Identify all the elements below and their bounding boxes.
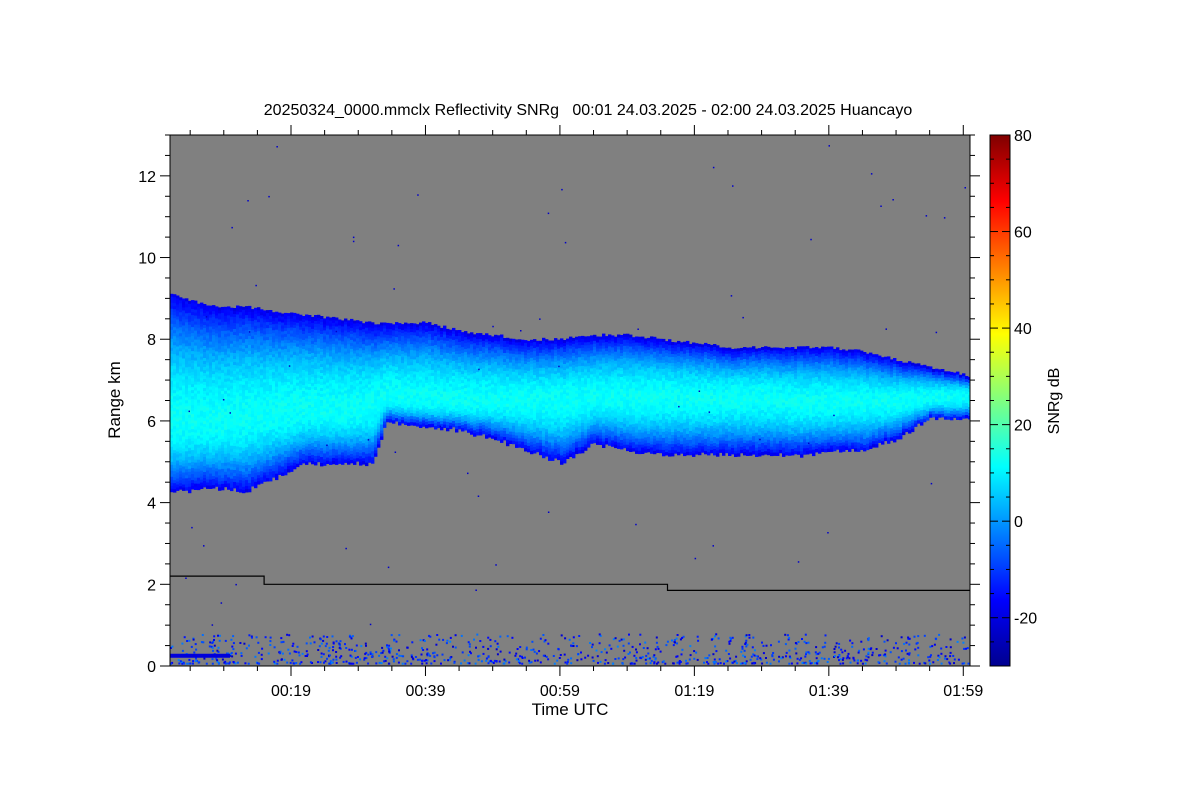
colorbar-ticks: -20 0 20 40 60 80 bbox=[990, 128, 1037, 667]
y-tick-label: 0 bbox=[147, 659, 156, 676]
y-axis-label: Range km bbox=[105, 361, 124, 438]
y-tick-label: 2 bbox=[147, 577, 156, 594]
colorbar-tick-label: 40 bbox=[1014, 321, 1032, 338]
x-tick-label: 01:59 bbox=[943, 683, 983, 700]
y-tick-label: 12 bbox=[138, 169, 156, 186]
x-axis: 00:19 00:39 00:59 01:19 01:39 01:59 bbox=[189, 125, 983, 700]
near-surface-clutter bbox=[170, 633, 970, 665]
chart-title: 20250324_0000.mmclx Reflectivity SNRg 00… bbox=[264, 102, 913, 119]
colorbar-tick-label: 80 bbox=[1014, 128, 1032, 145]
y-tick-label: 4 bbox=[147, 496, 156, 513]
cloud-echo-layer bbox=[170, 293, 970, 494]
y-tick-label: 10 bbox=[138, 251, 156, 268]
boundary-line bbox=[170, 575, 970, 591]
colorbar-tick-label: -20 bbox=[1014, 611, 1037, 628]
colorbar: -20 0 20 40 60 80 SNRg dB bbox=[989, 128, 1063, 667]
y-tick-label: 8 bbox=[147, 332, 156, 349]
y-axis: 0 2 4 6 8 10 12 bbox=[138, 134, 980, 676]
y-tick-label: 6 bbox=[147, 414, 156, 431]
plot-area bbox=[169, 134, 971, 667]
colorbar-label: SNRg dB bbox=[1046, 368, 1063, 435]
x-tick-label: 01:19 bbox=[674, 683, 714, 700]
x-tick-label: 00:19 bbox=[271, 683, 311, 700]
x-tick-label: 00:59 bbox=[540, 683, 580, 700]
x-tick-label: 00:39 bbox=[405, 683, 445, 700]
x-tick-label: 01:39 bbox=[809, 683, 849, 700]
colorbar-tick-label: 0 bbox=[1014, 514, 1023, 531]
surface-echo-band bbox=[170, 653, 230, 658]
colorbar-tick-label: 60 bbox=[1014, 225, 1032, 242]
noise-speckles bbox=[185, 145, 966, 626]
colorbar-tick-label: 20 bbox=[1014, 418, 1032, 435]
x-axis-label: Time UTC bbox=[532, 700, 609, 719]
